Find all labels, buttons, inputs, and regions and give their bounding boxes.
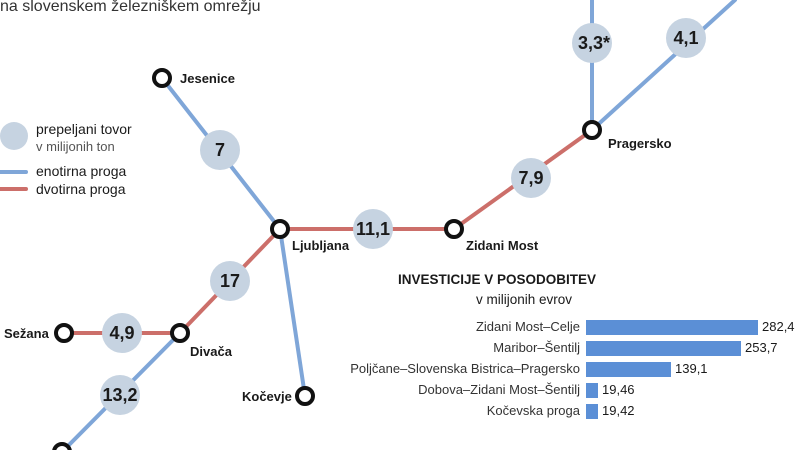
investments-title: INVESTICIJE V POSODOBITEV <box>398 272 597 287</box>
station-marker-sezana <box>54 323 74 343</box>
investment-bar <box>586 320 758 335</box>
station-label-sezana: Sežana <box>4 326 50 341</box>
line-pragersko-north-b <box>590 0 737 132</box>
bubble-ljubljana-divaca <box>210 261 250 301</box>
investment-value: 282,4 <box>762 319 795 334</box>
investment-bar <box>586 404 598 419</box>
bubble-jesenice-ljubljana <box>200 130 240 170</box>
bubble-pragersko-north-b <box>666 18 706 58</box>
station-marker-jesenice <box>152 68 172 88</box>
station-marker-divaca <box>170 323 190 343</box>
investment-label: Kočevska proga <box>486 403 580 418</box>
legend-cargo-sub: v milijonih ton <box>36 139 115 154</box>
station-label-ljubljana: Ljubljana <box>292 238 350 253</box>
station-marker-ljubljana <box>270 219 290 239</box>
investment-label: Zidani Most–Celje <box>475 319 580 334</box>
cargo-pragersko-north-b: 4,1 <box>673 28 698 48</box>
bubble-pragersko-north-a <box>572 23 612 63</box>
investment-bar <box>586 362 671 377</box>
bubble-sezana-divaca <box>102 313 142 353</box>
legend-cargo-label: prepeljani tovor <box>36 121 132 137</box>
legend-double-track-label: dvotirna proga <box>36 181 126 197</box>
station-marker-pragersko <box>582 120 602 140</box>
investment-bar <box>586 383 598 398</box>
investment-value: 253,7 <box>745 340 778 355</box>
station-label-divaca: Divača <box>190 344 233 359</box>
cargo-ljubljana-zidani-most: 11,1 <box>356 219 390 239</box>
cargo-pragersko-north-a: 3,3* <box>578 33 610 53</box>
bubble-divaca-south <box>100 375 140 415</box>
legend-bubble-icon <box>0 122 28 150</box>
station-marker-zidani-most <box>444 219 464 239</box>
bubble-ljubljana-zidani-most <box>353 209 393 249</box>
station-label-pragersko: Pragersko <box>608 136 672 151</box>
investment-value: 139,1 <box>675 361 708 376</box>
investment-label: Poljčane–Slovenska Bistrica–Pragersko <box>350 361 580 376</box>
station-label-zidani-most: Zidani Most <box>466 238 539 253</box>
cargo-zidani-most-pragersko: 7,9 <box>518 168 543 188</box>
investment-value: 19,42 <box>602 403 635 418</box>
station-marker-south <box>52 442 72 450</box>
station-label-kocevje: Kočevje <box>242 389 292 404</box>
investments-subtitle: v milijonih evrov <box>476 292 573 307</box>
investment-label: Maribor–Šentilj <box>493 340 580 355</box>
investment-bar <box>586 341 741 356</box>
cargo-sezana-divaca: 4,9 <box>109 323 134 343</box>
cargo-ljubljana-divaca: 17 <box>220 271 240 291</box>
cargo-jesenice-ljubljana: 7 <box>215 140 225 160</box>
investment-value: 19,46 <box>602 382 635 397</box>
station-label-jesenice: Jesenice <box>180 71 235 86</box>
line-ljubljana-kocevje <box>278 227 307 398</box>
legend-single-track-label: enotirna proga <box>36 163 127 179</box>
cargo-divaca-south: 13,2 <box>102 385 137 405</box>
investment-label: Dobova–Zidani Most–Šentilj <box>418 382 580 397</box>
diagram-subtitle: na slovenskem železniškem omrežju <box>0 0 261 15</box>
station-marker-kocevje <box>295 386 315 406</box>
bubble-zidani-most-pragersko <box>511 158 551 198</box>
